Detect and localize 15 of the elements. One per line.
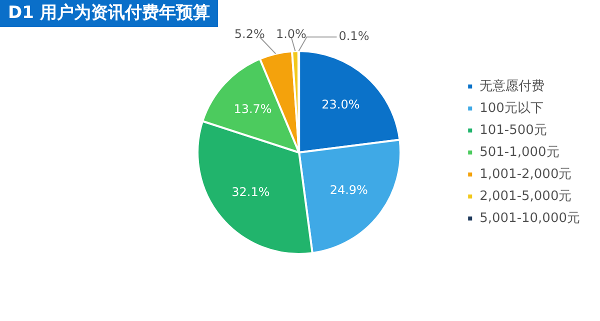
legend-label: 1,001-2,000元 — [480, 166, 572, 182]
legend-label: 100元以下 — [480, 100, 544, 116]
legend-label: 101-500元 — [480, 122, 547, 138]
data-label: 24.9% — [330, 183, 368, 198]
data-label: 32.1% — [232, 184, 270, 199]
data-label: 13.7% — [234, 102, 272, 116]
data-label: 23.0% — [322, 97, 360, 112]
legend-label: 无意愿付费 — [480, 78, 545, 94]
data-label: 5.2% — [234, 27, 265, 42]
chart-title: D1 用户为资讯付费年预算 — [0, 0, 218, 27]
legend-label: 2,001-5,000元 — [480, 188, 572, 204]
data-label: 0.1% — [338, 29, 370, 44]
legend-label: 5,001-10,000元 — [480, 210, 580, 226]
data-label: 1.0% — [276, 27, 306, 42]
legend-label: 501-1,000元 — [480, 144, 560, 160]
